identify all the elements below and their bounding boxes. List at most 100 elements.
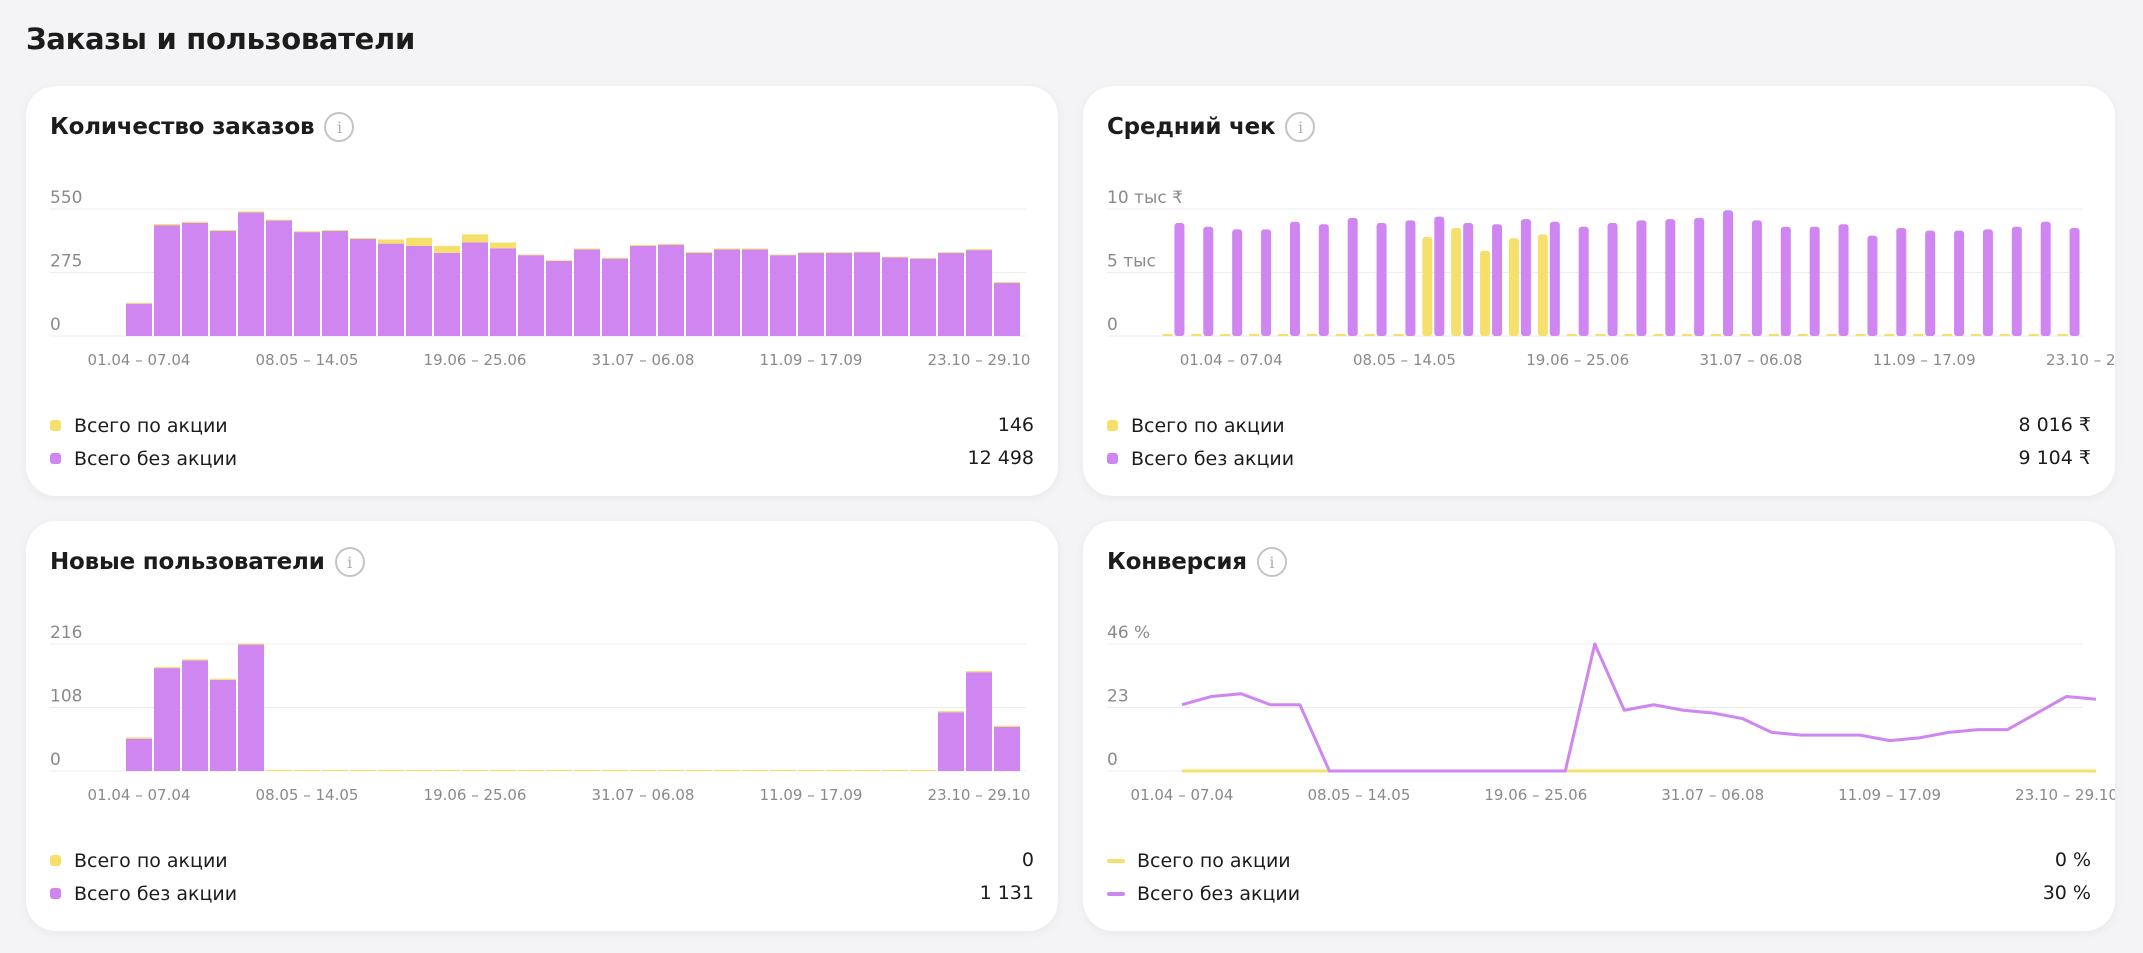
bar-regular — [378, 243, 404, 336]
y-tick-label: 0 — [50, 315, 61, 335]
legend-value: 30 % — [2042, 882, 2091, 904]
bar-promo — [406, 769, 432, 771]
bar-promo — [1191, 334, 1202, 336]
bar-promo — [882, 769, 908, 771]
y-tick-label: 23 — [1107, 687, 1129, 707]
bar-regular — [1174, 222, 1185, 336]
bar-regular — [1405, 220, 1416, 336]
bar-regular — [294, 232, 320, 336]
bar-promo — [434, 245, 460, 253]
orders-chart[interactable]: 0 275 550 01.04 – 07.04 08.05 – 14.05 19.06 –… — [26, 86, 1058, 496]
bar-promo — [686, 251, 712, 253]
conversion-card: Конверсия i 0 23 46 % 01.04 – 07.04 08.05 – … — [1083, 521, 2115, 931]
bar-promo — [1913, 334, 1924, 336]
bar-regular — [406, 245, 432, 336]
info-icon[interactable]: i — [1256, 547, 1287, 577]
bar-promo — [966, 671, 992, 673]
info-icon[interactable]: i — [324, 112, 355, 142]
bar-regular — [966, 672, 992, 771]
x-tick-label: 01.04 – 07.04 — [1131, 786, 1234, 804]
bar-promo — [1306, 334, 1317, 336]
bar-promo — [518, 769, 544, 771]
conversion-chart[interactable]: 0 23 46 % 01.04 – 07.04 08.05 – 14.05 19.06 –… — [1083, 521, 2115, 931]
bar-promo — [406, 237, 432, 246]
bar-regular — [462, 242, 488, 336]
x-tick-label: 23.10 – 29.10 — [2015, 786, 2115, 804]
bar-promo — [602, 769, 628, 771]
new-users-card: Новые пользователи i 0 108 216 01.04 – 07.0… — [26, 521, 1058, 931]
bar-promo — [1595, 334, 1606, 336]
bar-promo — [938, 711, 964, 713]
bar-promo — [322, 769, 348, 771]
legend-item-promo[interactable]: Всего по акции 0 — [50, 844, 1034, 877]
new-users-chart[interactable]: 0 108 216 01.04 – 07.04 08.05 – 14.05 19.06 –… — [26, 521, 1058, 931]
legend-item-regular[interactable]: Всего без акции 9 104 ₹ — [1107, 442, 2091, 475]
bar-promo — [1335, 334, 1346, 336]
bar-promo — [1970, 334, 1981, 336]
legend-value: 1 131 — [979, 882, 1034, 904]
bar-promo — [350, 769, 376, 771]
bar-regular — [490, 248, 516, 336]
bar-promo — [182, 221, 208, 223]
bar-regular — [854, 252, 880, 336]
bar-regular — [1809, 226, 1820, 336]
legend-item-promo[interactable]: Всего по акции 8 016 ₹ — [1107, 409, 2091, 442]
bar-promo — [1797, 334, 1808, 336]
x-tick-label: 31.07 – 06.08 — [1661, 786, 1764, 804]
bar-promo — [910, 257, 936, 259]
bar-regular — [1751, 220, 1762, 336]
x-tick-label: 11.09 – 17.09 — [1838, 786, 1941, 804]
average-check-chart[interactable]: 0 5 тыс 10 тыс ₹ 01.04 – 07.04 08.05 – 14.05… — [1083, 86, 2115, 496]
bar-regular — [182, 660, 208, 771]
bar-regular — [1723, 210, 1734, 336]
bar-promo — [490, 242, 516, 249]
bar-promo — [770, 254, 796, 256]
legend-item-regular[interactable]: Всего без акции 30 % — [1107, 877, 2091, 910]
bar-promo — [798, 769, 824, 771]
legend-item-promo[interactable]: Всего по акции 146 — [50, 409, 1034, 442]
chart-legend: Всего по акции 0 % Всего без акции 30 % — [1107, 844, 2091, 910]
bar-promo — [630, 245, 656, 246]
bar-promo — [182, 659, 208, 661]
x-tick-label: 19.06 – 25.06 — [424, 786, 527, 804]
bar-promo — [630, 769, 656, 771]
bar-promo — [574, 769, 600, 771]
bar-promo — [1162, 334, 1173, 336]
bar-regular — [2069, 228, 2080, 336]
bar-regular — [1318, 224, 1329, 336]
bar-promo — [462, 769, 488, 771]
legend-label: Всего по акции — [1137, 849, 1291, 872]
bar-regular — [1896, 228, 1907, 336]
info-icon[interactable]: i — [1285, 112, 1316, 142]
bar-regular — [1434, 216, 1445, 336]
bar-regular — [210, 230, 236, 336]
legend-item-regular[interactable]: Всего без акции 12 498 — [50, 442, 1034, 475]
legend-item-regular[interactable]: Всего без акции 1 131 — [50, 877, 1034, 910]
bar-promo — [686, 769, 712, 771]
card-title: Новые пользователи — [50, 549, 325, 575]
info-icon[interactable]: i — [334, 547, 365, 577]
bar-regular — [1607, 222, 1618, 336]
x-tick-label: 23.10 – 29.10 — [2046, 351, 2115, 369]
bar-regular — [126, 303, 152, 336]
x-tick-label: 11.09 – 17.09 — [760, 351, 863, 369]
bar-regular — [434, 252, 460, 336]
bar-regular — [210, 679, 236, 771]
bar-promo — [1364, 334, 1375, 336]
y-tick-label: 550 — [50, 188, 82, 208]
y-tick-label: 216 — [50, 623, 82, 643]
bar-regular — [798, 252, 824, 336]
bar-promo — [994, 725, 1020, 727]
legend-item-promo[interactable]: Всего по акции 0 % — [1107, 844, 2091, 877]
line-regular — [1181, 642, 2097, 773]
bar-promo — [1855, 334, 1866, 336]
y-tick-label: 0 — [1107, 750, 1118, 770]
bar-promo — [546, 260, 572, 261]
promo-swatch — [1107, 420, 1118, 431]
bar-promo — [1711, 334, 1722, 336]
bar-regular — [826, 252, 852, 336]
x-tick-label: 31.07 – 06.08 — [1699, 351, 1802, 369]
bar-promo — [658, 243, 684, 245]
bar-promo — [1942, 334, 1953, 336]
bar-promo — [742, 248, 768, 250]
